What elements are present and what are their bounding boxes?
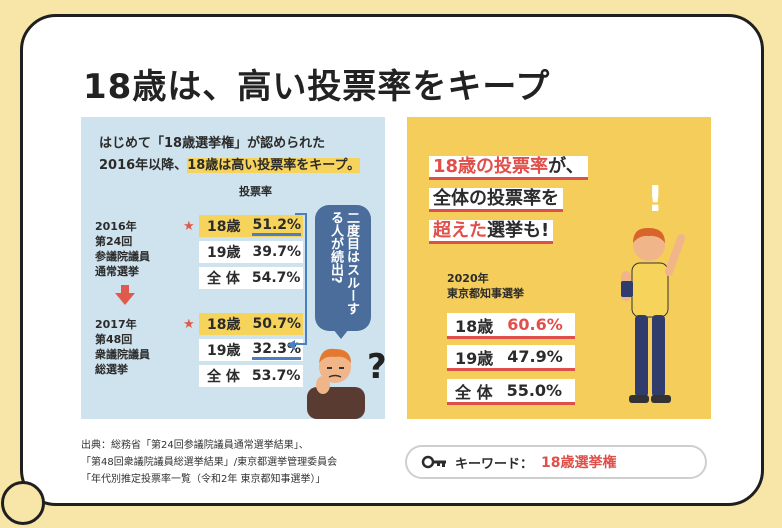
star-icon: ★: [183, 219, 195, 234]
headline-red-1: 18歳の投票率: [433, 156, 549, 177]
down-arrow-icon: [115, 293, 135, 305]
turnout-row-19: 19歳 47.9%: [447, 345, 575, 371]
turnout-row-19: 19歳 39.7%: [199, 241, 303, 263]
page-title: 18歳は、高い投票率をキープ: [83, 67, 551, 107]
age-label: 19歳: [207, 245, 241, 261]
source-citation: 出典：総務省「第24回参議院議員通常選挙結果」、 「第48回衆議院議員総選挙結果…: [81, 437, 337, 488]
headline-line-1: 18歳の投票率が、: [429, 151, 588, 183]
intro-highlight: 18歳は高い投票率をキープ。: [187, 158, 361, 173]
turnout-row-18: 18歳 50.7%: [199, 313, 303, 335]
right-headline: 18歳の投票率が、 全体の投票率を 超えた選挙も!: [429, 151, 588, 247]
turnout-value: 50.7%: [252, 316, 302, 332]
age-label: 18歳: [207, 317, 241, 333]
event-name: 東京都知事選挙: [447, 287, 524, 300]
turnout-row-all: 全 体 55.0%: [447, 379, 575, 405]
down-arrow-stem: [121, 285, 129, 294]
age-label: 18歳: [207, 219, 241, 235]
election-2017-label: 2017年 第48回 衆議院議員 総選挙: [95, 317, 175, 377]
source-line: 出典：総務省「第24回参議院議員通常選挙結果」、: [81, 440, 309, 451]
star-icon: ★: [183, 317, 195, 332]
age-label: 全 体: [455, 382, 493, 402]
exclamation-icon: !: [647, 179, 664, 220]
turnout-row-all: 全 体 53.7%: [199, 365, 303, 387]
turnout-2020-panel: 18歳の投票率が、 全体の投票率を 超えた選挙も! ! 2020年 東京都知事選…: [407, 117, 711, 419]
headline-text-2: 全体の投票率を: [429, 188, 563, 212]
turnout-value: 47.9%: [507, 347, 563, 366]
pointing-person-illustration: [621, 227, 686, 403]
election-label-line: 総選挙: [95, 363, 128, 376]
election-2016-label: 2016年 第24回 参議院議員 通常選挙: [95, 219, 175, 279]
comparison-bracket: [295, 213, 307, 345]
keyword-value: 18歳選挙権: [541, 455, 617, 471]
thinking-person-illustration: [307, 348, 365, 419]
headline-line-3: 超えた選挙も!: [429, 215, 588, 247]
election-label-line: 衆議院議員: [95, 348, 150, 361]
question-mark-icon: ?: [367, 347, 387, 387]
election-label-line: 第48回: [95, 333, 133, 346]
election-label-line: 参議院議員: [95, 250, 150, 263]
keyword-pill[interactable]: キーワード： 18歳選挙権: [405, 445, 707, 479]
turnout-row-all: 全 体 54.7%: [199, 267, 303, 289]
article-card: 18歳は、高い投票率をキープ はじめて「18歳選挙権」が認められた 2016年以…: [1, 14, 764, 525]
headline-rest-1: が、: [548, 156, 584, 177]
turnout-value: 55.0%: [506, 381, 563, 400]
election-label-line: 第24回: [95, 235, 133, 248]
age-label: 19歳: [207, 343, 241, 359]
source-line: 「年代別推定投票率一覧（令和2年 東京都知事選挙）」: [81, 474, 326, 485]
bracket-arrow-icon: [287, 340, 295, 350]
age-label: 全 体: [207, 369, 240, 385]
intro-line-1: はじめて「18歳選挙権」が認められた: [99, 136, 326, 151]
turnout-value: 53.7%: [251, 368, 301, 384]
election-label-line: 2016年: [95, 220, 137, 233]
speech-bubble-tail: [333, 329, 349, 339]
rate-header: 投票率: [239, 185, 272, 198]
speech-bubble: 二度目はスルーする人が続出?: [315, 205, 371, 331]
turnout-row-18: 18歳 60.6%: [447, 313, 575, 339]
event-year: 2020年: [447, 272, 489, 285]
key-icon: [421, 455, 446, 469]
turnout-value: 54.7%: [251, 270, 301, 286]
intro-line-2: 2016年以降、18歳は高い投票率をキープ。: [99, 155, 361, 177]
age-label: 19歳: [455, 348, 494, 368]
source-line: 「第48回衆議院議員総選挙結果」/東京都選挙管理委員会: [81, 457, 338, 468]
headline-line-2: 全体の投票率を: [429, 183, 588, 215]
intro-text: はじめて「18歳選挙権」が認められた 2016年以降、18歳は高い投票率をキープ…: [99, 133, 361, 177]
event-label: 2020年 東京都知事選挙: [447, 271, 524, 301]
turnout-value: 60.6%: [507, 315, 563, 334]
headline-rest-3: 選挙も!: [487, 220, 550, 241]
age-label: 全 体: [207, 271, 240, 287]
corner-circle: [1, 481, 45, 525]
keyword-label: キーワード：: [455, 456, 534, 472]
turnout-row-18: 18歳 51.2%: [199, 215, 303, 237]
headline-red-3: 超えた: [433, 220, 487, 241]
age-label: 18歳: [455, 316, 494, 336]
turnout-value: 39.7%: [252, 244, 302, 260]
turnout-value: 51.2%: [252, 217, 302, 236]
intro-line-2-prefix: 2016年以降、: [99, 158, 188, 173]
turnout-2016-2017-panel: はじめて「18歳選挙権」が認められた 2016年以降、18歳は高い投票率をキープ…: [81, 117, 387, 419]
election-label-line: 通常選挙: [95, 265, 139, 278]
election-label-line: 2017年: [95, 318, 137, 331]
